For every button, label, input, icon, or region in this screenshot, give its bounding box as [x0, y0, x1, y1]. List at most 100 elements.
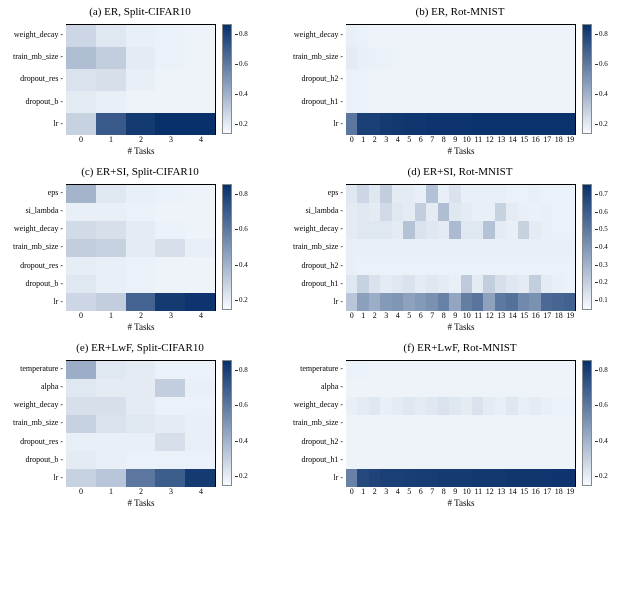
- heatmap-cell: [564, 415, 575, 433]
- heatmap-cell: [495, 185, 506, 203]
- x-tick: 18: [553, 311, 565, 320]
- heatmap-cell: [552, 113, 563, 135]
- heatmap-cell: [461, 69, 472, 91]
- heatmap-cell: [96, 185, 126, 203]
- heatmap-cell: [155, 379, 185, 397]
- colorbar-ticks: 0.80.60.40.2: [235, 360, 248, 486]
- heatmap-cell: [449, 379, 460, 397]
- heatmap-cell: [369, 451, 380, 469]
- heatmap-cell: [96, 275, 126, 293]
- heatmap-cell: [369, 25, 380, 47]
- colorbar-tick: 0.8: [595, 366, 608, 374]
- heatmap-cell: [483, 91, 494, 113]
- heatmap-cell: [155, 91, 185, 113]
- heatmap-cell: [541, 113, 552, 135]
- heatmap-cell: [392, 293, 403, 311]
- heatmap-cell: [552, 257, 563, 275]
- y-label: dropout_h2 -: [284, 433, 343, 451]
- heatmap-cell: [369, 275, 380, 293]
- heatmap-cell: [357, 69, 368, 91]
- heatmap-cell: [449, 25, 460, 47]
- heatmap-cell: [426, 221, 437, 239]
- heatmap-cell: [449, 69, 460, 91]
- panel-title: (e) ER+LwF, Split-CIFAR10: [4, 342, 276, 354]
- x-tick: 18: [553, 135, 565, 144]
- heatmap-cell: [461, 397, 472, 415]
- y-label: weight_decay -: [4, 396, 63, 414]
- heatmap-cell: [415, 113, 426, 135]
- colorbar-tick: 0.4: [235, 437, 248, 445]
- y-label: temperature -: [284, 360, 343, 378]
- heatmap-cell: [461, 257, 472, 275]
- heatmap-cell: [483, 113, 494, 135]
- heatmap-cell: [564, 433, 575, 451]
- heatmap-cell: [66, 113, 96, 135]
- heatmap-cell: [541, 293, 552, 311]
- heatmap-cell: [369, 185, 380, 203]
- heatmap-cell: [155, 203, 185, 221]
- heatmap-cell: [552, 221, 563, 239]
- heatmap-cell: [96, 379, 126, 397]
- heatmap-cell: [438, 221, 449, 239]
- x-tick: 0: [346, 311, 358, 320]
- heatmap-cell: [461, 221, 472, 239]
- heatmap-cell: [495, 469, 506, 487]
- x-tick: 7: [427, 311, 439, 320]
- colorbar-tick: 0.4: [235, 90, 248, 98]
- heatmap-cell: [438, 379, 449, 397]
- heatmap-cell: [529, 257, 540, 275]
- heatmap-cell: [449, 47, 460, 69]
- heatmap-cell: [541, 397, 552, 415]
- colorbar-tick: 0.5: [595, 225, 608, 233]
- heatmap-cell: [96, 221, 126, 239]
- heatmap-cell: [357, 91, 368, 113]
- heatmap-cell: [506, 275, 517, 293]
- heatmap-cell: [449, 451, 460, 469]
- heatmap-cell: [564, 25, 575, 47]
- colorbar-gradient: [222, 24, 232, 134]
- x-tick: 15: [519, 135, 531, 144]
- heatmap-cell: [415, 293, 426, 311]
- heatmap-cell: [346, 185, 357, 203]
- panel-a: (a) ER, Split-CIFAR10weight_decay -train…: [0, 0, 280, 160]
- heatmap-cell: [369, 91, 380, 113]
- heatmap-cell: [357, 239, 368, 257]
- colorbar-ticks: 0.80.60.40.2: [235, 184, 248, 310]
- heatmap-cell: [506, 451, 517, 469]
- heatmap-cell: [541, 451, 552, 469]
- heatmap-cell: [472, 239, 483, 257]
- heatmap-row: [66, 397, 215, 415]
- x-tick: 10: [461, 487, 473, 496]
- colorbar: 0.80.60.40.2: [582, 24, 608, 135]
- heatmap-cell: [392, 47, 403, 69]
- x-labels-wrap: 012345678910111213141516171819: [284, 487, 636, 496]
- heatmap-cell: [357, 221, 368, 239]
- heatmap-cell: [552, 25, 563, 47]
- heatmap-cell: [529, 293, 540, 311]
- y-label: lr -: [4, 469, 63, 487]
- y-label: lr -: [4, 113, 63, 135]
- heatmap-cell: [518, 239, 529, 257]
- heatmap-cell: [483, 239, 494, 257]
- heatmap-cell: [449, 185, 460, 203]
- colorbar-tick: 0.4: [595, 437, 608, 445]
- heatmap-cell: [564, 91, 575, 113]
- heatmap-cell: [449, 275, 460, 293]
- heatmap-cell: [564, 185, 575, 203]
- colorbar: 0.70.60.50.40.30.20.1: [582, 184, 608, 311]
- x-labels: 012345678910111213141516171819: [346, 311, 576, 320]
- heatmap-cell: [415, 185, 426, 203]
- y-label: dropout_h1 -: [284, 451, 343, 469]
- x-tick: 1: [96, 135, 126, 144]
- x-tick: 12: [484, 487, 496, 496]
- x-tick: 1: [96, 311, 126, 320]
- heatmap-cell: [415, 361, 426, 379]
- heatmap-cell: [126, 47, 156, 69]
- heatmap-cell: [66, 257, 96, 275]
- heatmap-cell: [438, 25, 449, 47]
- heatmap-cell: [66, 185, 96, 203]
- heatmap-cell: [472, 275, 483, 293]
- heatmap-cell: [66, 69, 96, 91]
- heatmap-cell: [155, 239, 185, 257]
- x-tick: 4: [186, 135, 216, 144]
